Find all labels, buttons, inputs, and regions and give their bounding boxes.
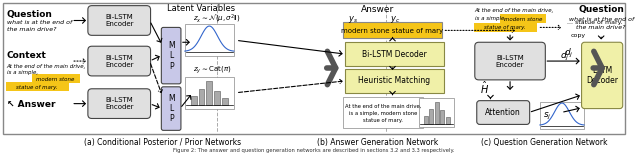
Text: modern stone: modern stone bbox=[36, 77, 75, 82]
FancyBboxPatch shape bbox=[582, 42, 623, 109]
Text: $z_y \sim \mathrm{Cat}(\pi)$: $z_y \sim \mathrm{Cat}(\pi)$ bbox=[193, 64, 231, 76]
FancyBboxPatch shape bbox=[419, 98, 454, 127]
Text: Attention: Attention bbox=[485, 108, 521, 117]
FancyBboxPatch shape bbox=[344, 42, 444, 66]
FancyBboxPatch shape bbox=[344, 69, 444, 93]
Text: modern stone: modern stone bbox=[504, 16, 542, 22]
FancyBboxPatch shape bbox=[342, 97, 423, 128]
FancyBboxPatch shape bbox=[540, 102, 584, 129]
Text: the main drive?: the main drive? bbox=[577, 25, 626, 30]
Bar bbox=[222, 98, 228, 105]
Text: Question: Question bbox=[578, 5, 624, 14]
Text: statue of mary.: statue of mary. bbox=[363, 118, 403, 123]
Bar bbox=[214, 91, 220, 105]
Text: ... statue of mary.: ... statue of mary. bbox=[567, 20, 622, 25]
Text: is a simple,: is a simple, bbox=[475, 16, 506, 21]
FancyBboxPatch shape bbox=[185, 24, 234, 56]
Text: ↖ Answer: ↖ Answer bbox=[6, 100, 55, 109]
Text: At the end of the main drive,: At the end of the main drive, bbox=[344, 104, 421, 109]
Text: (a) Conditional Posterior / Prior Networks: (a) Conditional Posterior / Prior Networ… bbox=[84, 138, 241, 147]
Text: Bi-LSTM
Encoder: Bi-LSTM Encoder bbox=[105, 55, 134, 68]
Text: Answer: Answer bbox=[361, 5, 394, 14]
Text: what is at the end of: what is at the end of bbox=[6, 20, 72, 25]
Text: (b) Answer Generation Network: (b) Answer Generation Network bbox=[317, 138, 438, 147]
FancyBboxPatch shape bbox=[3, 3, 625, 134]
FancyBboxPatch shape bbox=[88, 89, 150, 118]
FancyBboxPatch shape bbox=[31, 74, 79, 83]
Text: Heuristic Matching: Heuristic Matching bbox=[358, 76, 431, 85]
Text: Figure 2: The answer and question generation networks are described in sections : Figure 2: The answer and question genera… bbox=[173, 148, 455, 153]
FancyBboxPatch shape bbox=[342, 22, 442, 38]
FancyBboxPatch shape bbox=[477, 101, 530, 124]
Text: (c) Question Generation Network: (c) Question Generation Network bbox=[481, 138, 607, 147]
Text: $d_j$: $d_j$ bbox=[564, 47, 573, 60]
Text: M
L
P: M L P bbox=[168, 94, 175, 124]
Text: $y_c$: $y_c$ bbox=[390, 14, 401, 25]
Bar bbox=[424, 116, 428, 124]
Text: Bi-LSTM
Encoder: Bi-LSTM Encoder bbox=[105, 14, 134, 27]
FancyBboxPatch shape bbox=[500, 14, 546, 23]
Bar bbox=[429, 109, 433, 124]
Bar bbox=[206, 81, 212, 105]
Bar bbox=[435, 101, 438, 124]
FancyBboxPatch shape bbox=[185, 77, 234, 109]
Text: Bi-LSTM
Encoder: Bi-LSTM Encoder bbox=[105, 97, 134, 110]
FancyBboxPatch shape bbox=[88, 6, 150, 35]
Text: $z_x \sim \mathcal{N}(\mu, \sigma^2\mathbf{I})$: $z_x \sim \mathcal{N}(\mu, \sigma^2\math… bbox=[193, 12, 241, 25]
Text: modern stone statue of mary: modern stone statue of mary bbox=[342, 28, 444, 34]
Text: $y_s$: $y_s$ bbox=[348, 14, 358, 25]
Text: At the end of the main drive,: At the end of the main drive, bbox=[475, 8, 554, 13]
Text: LSTM
Decoder: LSTM Decoder bbox=[586, 66, 618, 85]
Text: statue of mary.: statue of mary. bbox=[16, 85, 58, 90]
Text: $s_j$: $s_j$ bbox=[543, 111, 552, 122]
Text: what is at the end of: what is at the end of bbox=[568, 17, 634, 22]
Text: Latent Variables: Latent Variables bbox=[168, 4, 236, 13]
Text: Bi-LSTM
Encoder: Bi-LSTM Encoder bbox=[496, 55, 524, 68]
Bar bbox=[440, 110, 444, 124]
FancyBboxPatch shape bbox=[6, 82, 68, 91]
Text: is a simple, modern stone: is a simple, modern stone bbox=[349, 111, 417, 116]
Text: $d_j$: $d_j$ bbox=[560, 50, 570, 63]
Bar bbox=[445, 117, 450, 124]
Text: Question: Question bbox=[6, 10, 52, 19]
Bar bbox=[198, 89, 204, 105]
Text: At the end of the main drive,: At the end of the main drive, bbox=[6, 63, 86, 69]
Text: Bi-LSTM Decoder: Bi-LSTM Decoder bbox=[362, 50, 427, 59]
Text: copy: copy bbox=[571, 33, 586, 38]
Text: statue of mary.: statue of mary. bbox=[484, 25, 526, 30]
FancyBboxPatch shape bbox=[161, 87, 181, 130]
Text: the main drive?: the main drive? bbox=[6, 27, 56, 32]
Text: Context: Context bbox=[6, 51, 47, 60]
FancyBboxPatch shape bbox=[475, 42, 545, 80]
FancyBboxPatch shape bbox=[474, 23, 537, 32]
FancyBboxPatch shape bbox=[161, 27, 181, 84]
Text: $\hat{H}$: $\hat{H}$ bbox=[480, 80, 489, 96]
Text: M
L
P: M L P bbox=[168, 41, 175, 71]
Bar bbox=[191, 96, 196, 105]
FancyBboxPatch shape bbox=[88, 46, 150, 76]
Text: is a simple,: is a simple, bbox=[6, 70, 38, 75]
